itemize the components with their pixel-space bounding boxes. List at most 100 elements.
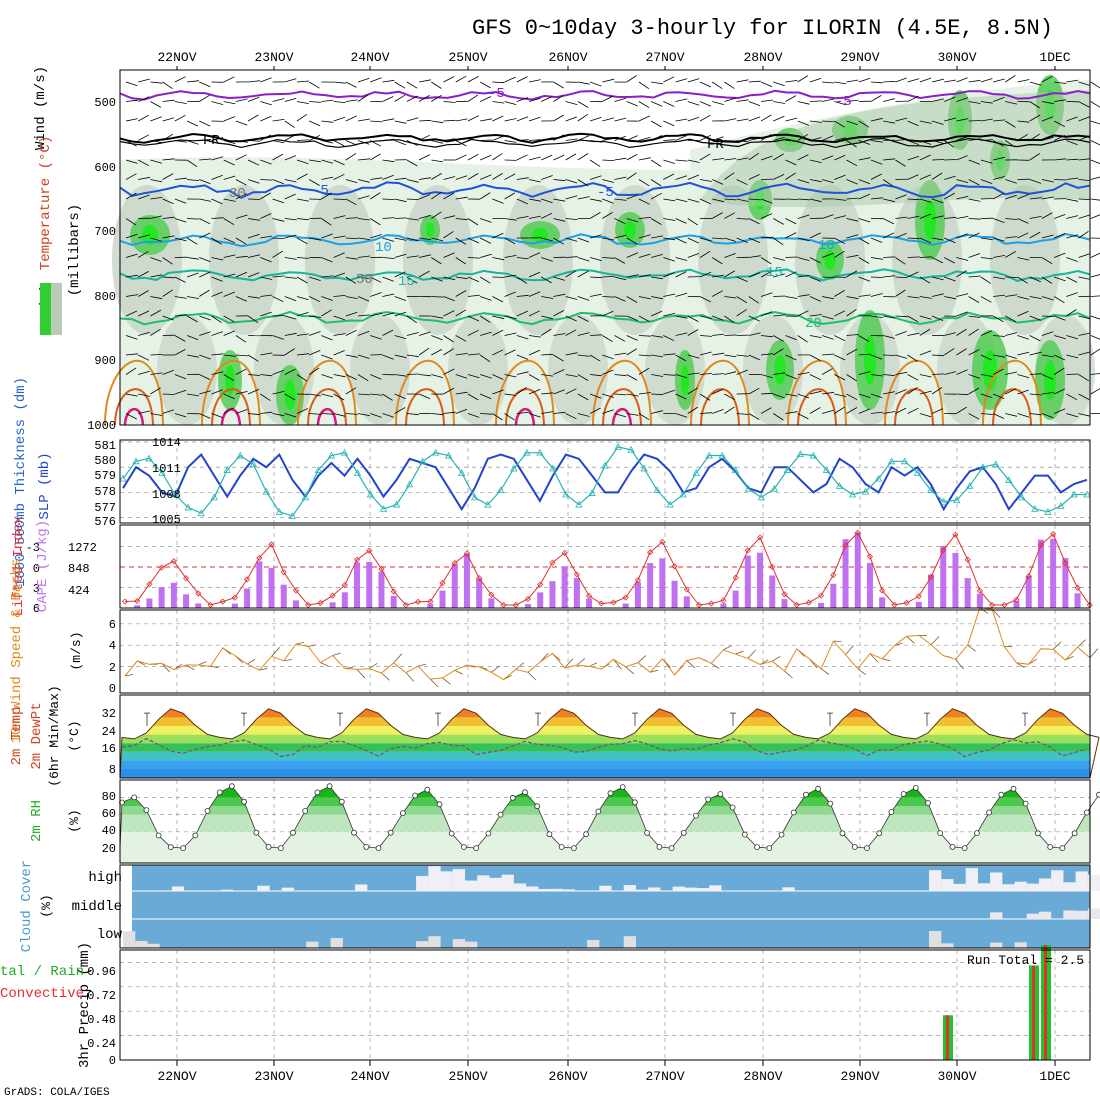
wind-barb	[712, 352, 725, 356]
wind-barb	[626, 335, 638, 341]
wind-barb	[809, 407, 821, 414]
cloud-high-bar	[1038, 878, 1052, 891]
wind-barb	[1029, 351, 1042, 356]
wind-barb	[956, 77, 968, 83]
wind-barb	[724, 253, 736, 258]
wind-barb	[296, 333, 309, 336]
wind-barb	[577, 332, 590, 336]
y-tick-label: 600	[94, 161, 116, 175]
wind-barb	[272, 391, 285, 395]
wind-barb	[333, 159, 345, 166]
wind-barb	[809, 77, 822, 83]
wind-barb	[699, 114, 711, 122]
wind-barb	[1090, 274, 1100, 278]
wind10-barb	[283, 659, 292, 662]
wind-barb	[1066, 234, 1079, 239]
wind-barb	[944, 332, 956, 336]
wind-barb	[907, 215, 920, 219]
contour-minus5	[119, 181, 1091, 199]
wind-barb	[186, 354, 199, 358]
wind-barb	[223, 254, 236, 258]
wind-barb	[724, 97, 737, 102]
wind-barb	[992, 393, 1005, 399]
wind-barb	[773, 136, 785, 141]
wind-barb	[333, 235, 346, 239]
wind-barb	[651, 354, 664, 358]
wind-barb	[1041, 212, 1053, 219]
wind-barb	[272, 140, 285, 144]
wind-barb	[1066, 198, 1079, 202]
wind-barb	[870, 411, 883, 414]
wind-barb	[443, 348, 454, 356]
thickness-marker	[418, 457, 427, 465]
wind-barb	[883, 391, 895, 395]
wind-barb	[968, 179, 980, 186]
wind-barb	[773, 101, 786, 104]
wind-barb	[1090, 295, 1100, 297]
wind-barb	[235, 140, 248, 143]
wind-barb	[431, 315, 444, 319]
wind-barb	[931, 315, 944, 321]
wind-barb	[846, 197, 859, 200]
thickness-line	[122, 446, 1087, 517]
wind-barb	[919, 276, 931, 284]
wind10-barb	[356, 669, 366, 679]
cape-bar	[830, 583, 837, 608]
wind-barb	[284, 348, 296, 356]
wind-barb	[822, 276, 835, 278]
li-marker	[561, 549, 568, 556]
rh2m-marker	[998, 791, 1005, 798]
wind-barb	[602, 237, 615, 241]
wind-barb	[333, 315, 346, 321]
wind-barb	[443, 231, 454, 239]
contour-label: -5	[835, 94, 852, 110]
wind-barb	[235, 214, 248, 219]
wind-barb	[382, 237, 395, 242]
wind-barb	[443, 296, 455, 302]
wind10-barb	[747, 649, 757, 659]
wind-barb	[528, 156, 541, 161]
wind-barb	[406, 198, 419, 200]
wind-barb	[663, 237, 676, 241]
wind-barb	[736, 79, 749, 83]
wind-barb	[712, 179, 724, 185]
thickness-marker	[992, 460, 1000, 468]
wind-barb	[504, 393, 517, 396]
wind-barb	[345, 374, 357, 380]
wind-barb	[125, 233, 138, 239]
wind-barb	[553, 154, 565, 161]
wind-barb	[565, 179, 578, 184]
temp-band-cold	[120, 769, 1090, 778]
wind-barb	[125, 310, 138, 317]
cloud-high-bar	[440, 871, 453, 891]
thickness-marker	[171, 490, 179, 498]
thickness-marker	[288, 512, 297, 520]
wind-barb	[260, 276, 273, 280]
wind-barb	[907, 237, 920, 240]
wind-barb	[370, 218, 381, 226]
wind-barb	[712, 158, 725, 161]
rh2m-marker	[888, 809, 895, 815]
wind-barb	[431, 257, 442, 265]
wind-barb	[736, 276, 748, 282]
wind-barb	[980, 374, 993, 377]
rh2m-marker	[937, 830, 944, 836]
wind-barb	[577, 393, 589, 401]
panel-ylabel: Temperature (°C)	[38, 136, 54, 270]
li-marker	[463, 550, 471, 557]
wind-barb	[260, 115, 272, 122]
wind-barb	[699, 373, 712, 375]
wind-barb	[870, 237, 883, 243]
wind-barb	[296, 237, 308, 245]
wind-barb	[1066, 140, 1078, 146]
wind-barb	[1005, 354, 1017, 359]
wind-barb	[589, 354, 601, 362]
y-tick-label: 20	[102, 842, 116, 856]
wind-barb	[968, 138, 981, 141]
thickness-marker	[1005, 476, 1013, 483]
wind-barb	[809, 276, 822, 282]
wind-barb	[321, 296, 333, 301]
wind-barb	[382, 96, 394, 102]
wind10-barb	[686, 660, 696, 669]
wind-barb	[638, 234, 651, 239]
